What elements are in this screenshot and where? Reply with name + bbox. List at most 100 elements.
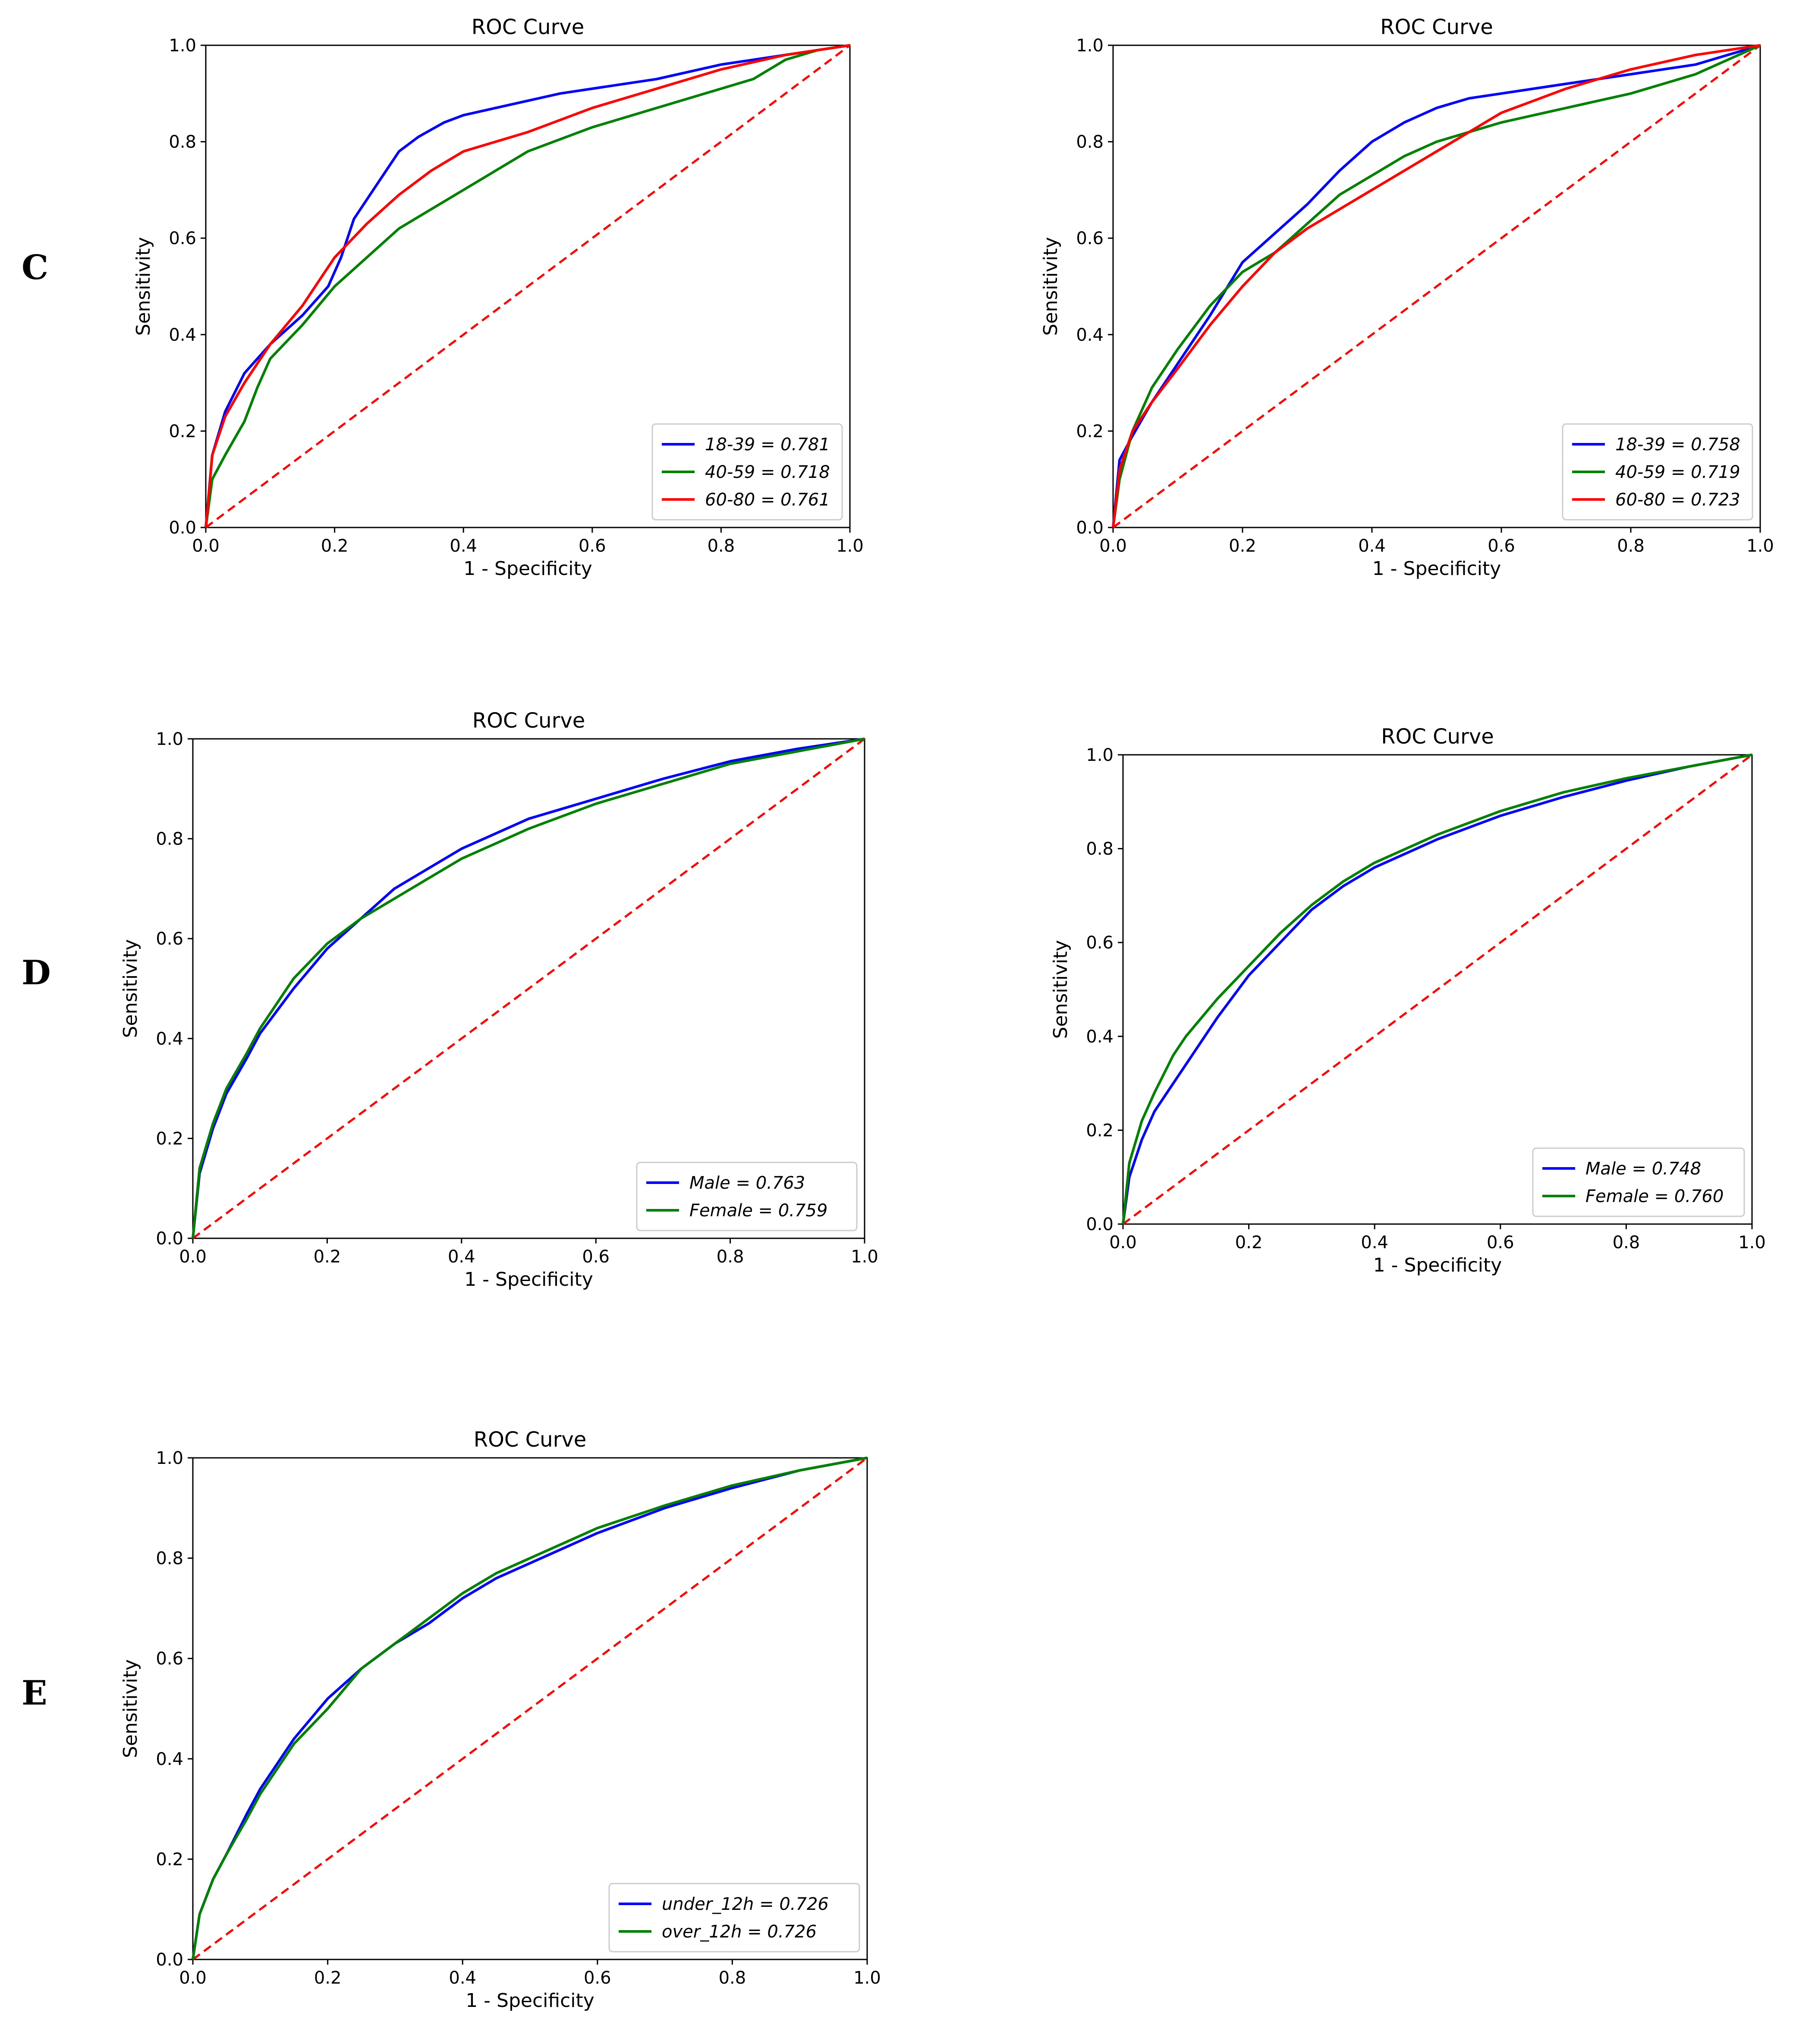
chart-2-ytick-label: 0.0 <box>1076 518 1104 538</box>
chart-1-title: ROC Curve <box>472 15 585 39</box>
chart-5-xtick-label: 1.0 <box>853 1968 881 1988</box>
chart-5-legend-box <box>608 1883 860 1953</box>
chart-4-xtick-label: 0.2 <box>1235 1233 1263 1253</box>
chart-1-series-3-curve <box>204 44 850 528</box>
chart-3-legend-box <box>636 1162 858 1231</box>
chart-2-series-2-curve <box>1112 44 1761 528</box>
panel-label-c: C <box>22 248 49 287</box>
chart-2-plot-frame <box>1112 44 1761 528</box>
chart-5-series-2-curve <box>192 1457 868 1960</box>
chart-1-xtick-label: 0.6 <box>579 536 606 556</box>
chart-4-series-2-curve <box>1122 754 1752 1225</box>
chart-5-title: ROC Curve <box>474 1428 587 1452</box>
chart-3-xtick-label: 0.2 <box>314 1247 341 1267</box>
chart-1-ytick-label: 0.4 <box>169 325 196 345</box>
chart-2-ytick-label: 0.4 <box>1076 325 1104 345</box>
chart-1-xtick-label: 0.0 <box>192 536 220 556</box>
chart-2-title: ROC Curve <box>1380 15 1493 39</box>
chart-1-chance-diagonal <box>205 44 851 529</box>
chart-4-chance-diagonal <box>1122 754 1753 1225</box>
chart-3-chance-diagonal <box>192 738 865 1240</box>
chart-3-xtick-label: 0.4 <box>448 1247 475 1267</box>
chart-2-legend-label-3: 60-80 = 0.723 <box>1615 490 1740 510</box>
chart-1-legend-label-1: 18-39 = 0.781 <box>705 435 830 455</box>
chart-5-xtick-label: 0.4 <box>449 1968 476 1988</box>
chart-1-series-1-curve <box>204 44 850 528</box>
chart-3-legend-label-2: Female = 0.759 <box>689 1201 827 1221</box>
chart-4-ytick-label: 0.6 <box>1086 933 1114 953</box>
chart-5-ytick-label: 0.8 <box>156 1549 183 1569</box>
chart-4-ytick-label: 0.0 <box>1086 1215 1114 1234</box>
chart-2-legend-label-1: 18-39 = 0.758 <box>1615 435 1740 455</box>
chart-1-xtick-label: 0.8 <box>708 536 735 556</box>
chart-4-ytick-label: 0.4 <box>1086 1027 1114 1047</box>
chart-3-ytick-label: 0.4 <box>156 1029 183 1049</box>
chart-4-ylabel: Sensitivity <box>1050 940 1072 1039</box>
chart-3-xlabel: 1 - Specificity <box>464 1268 593 1290</box>
chart-5-xlabel: 1 - Specificity <box>466 1990 595 2012</box>
chart-2-xtick-label: 0.0 <box>1099 536 1127 556</box>
chart-4-legend-label-1: Male = 0.748 <box>1585 1159 1701 1179</box>
chart-2-ytick-label: 1.0 <box>1076 36 1104 56</box>
chart-2-legend-box <box>1562 423 1753 521</box>
chart-1-ytick-label: 0.8 <box>169 132 196 152</box>
chart-3-xtick-label: 0.8 <box>717 1247 744 1267</box>
chart-1-xtick-label: 0.2 <box>321 536 349 556</box>
chart-3-xtick-label: 0.0 <box>179 1247 207 1267</box>
chart-2-chance-diagonal <box>1112 44 1761 529</box>
chart-1-ytick-label: 0.2 <box>169 421 196 441</box>
chart-4-xtick-label: 1.0 <box>1738 1233 1766 1253</box>
chart-5-ytick-label: 0.0 <box>156 1950 183 1970</box>
chart-3-xtick-label: 0.6 <box>582 1247 610 1267</box>
chart-2-xtick-label: 0.4 <box>1358 536 1386 556</box>
chart-2-legend-label-2: 40-59 = 0.719 <box>1615 462 1740 482</box>
chart-2-xlabel: 1 - Specificity <box>1372 558 1501 580</box>
chart-2-ylabel: Sensitivity <box>1040 237 1062 336</box>
chart-3-series-1-curve <box>192 738 865 1239</box>
chart-4-series-1-curve <box>1122 754 1752 1225</box>
chart-5-chance-diagonal <box>192 1457 868 1961</box>
chart-3-ytick-label: 0.6 <box>156 929 183 949</box>
chart-4-ytick-label: 1.0 <box>1086 745 1114 765</box>
chart-5-plot-frame <box>192 1457 868 1960</box>
chart-4-xlabel: 1 - Specificity <box>1373 1254 1502 1276</box>
chart-5-xtick-label: 0.0 <box>179 1968 207 1988</box>
chart-4-legend-box <box>1532 1147 1745 1217</box>
chart-4-plot-frame <box>1122 754 1753 1225</box>
chart-1-ytick-label: 0.0 <box>169 518 196 538</box>
chart-3-ylabel: Sensitivity <box>120 939 142 1038</box>
chart-1-legend-label-2: 40-59 = 0.718 <box>705 462 830 482</box>
chart-2-ytick-label: 0.2 <box>1076 421 1104 441</box>
chart-5-legend-label-2: over_12h = 0.726 <box>662 1922 817 1942</box>
chart-4-xtick-label: 0.0 <box>1109 1233 1137 1253</box>
chart-1-xtick-label: 1.0 <box>836 536 864 556</box>
chart-1-xtick-label: 0.4 <box>450 536 477 556</box>
chart-4-title: ROC Curve <box>1381 725 1494 749</box>
chart-4-xtick-label: 0.8 <box>1613 1233 1640 1253</box>
chart-2-ytick-label: 0.6 <box>1076 229 1104 248</box>
chart-3-ytick-label: 0.0 <box>156 1229 183 1249</box>
chart-5-xtick-label: 0.8 <box>719 1968 746 1988</box>
chart-3-series-2-curve <box>192 738 865 1239</box>
chart-5-ytick-label: 0.2 <box>156 1849 183 1869</box>
chart-3-plot-frame <box>192 738 865 1239</box>
chart-3-xtick-label: 1.0 <box>851 1247 878 1267</box>
chart-1-ylabel: Sensitivity <box>132 237 154 336</box>
chart-4-ytick-label: 0.8 <box>1086 839 1114 859</box>
chart-1-plot-frame <box>205 44 851 528</box>
chart-3-title: ROC Curve <box>472 709 585 733</box>
chart-5-legend-label-1: under_12h = 0.726 <box>662 1894 829 1914</box>
chart-3-legend-label-1: Male = 0.763 <box>689 1173 805 1193</box>
chart-5-ylabel: Sensitivity <box>120 1659 142 1758</box>
chart-4-ytick-label: 0.2 <box>1086 1121 1114 1140</box>
chart-2-series-3-curve <box>1112 44 1761 528</box>
chart-2-xtick-label: 0.6 <box>1488 536 1515 556</box>
chart-5-ytick-label: 1.0 <box>156 1448 183 1468</box>
chart-4-xtick-label: 0.4 <box>1361 1233 1388 1253</box>
chart-4-xtick-label: 0.6 <box>1487 1233 1514 1253</box>
chart-1-legend-box <box>651 423 843 521</box>
chart-1-series-2-curve <box>204 44 850 528</box>
chart-1-ytick-label: 1.0 <box>169 36 196 56</box>
